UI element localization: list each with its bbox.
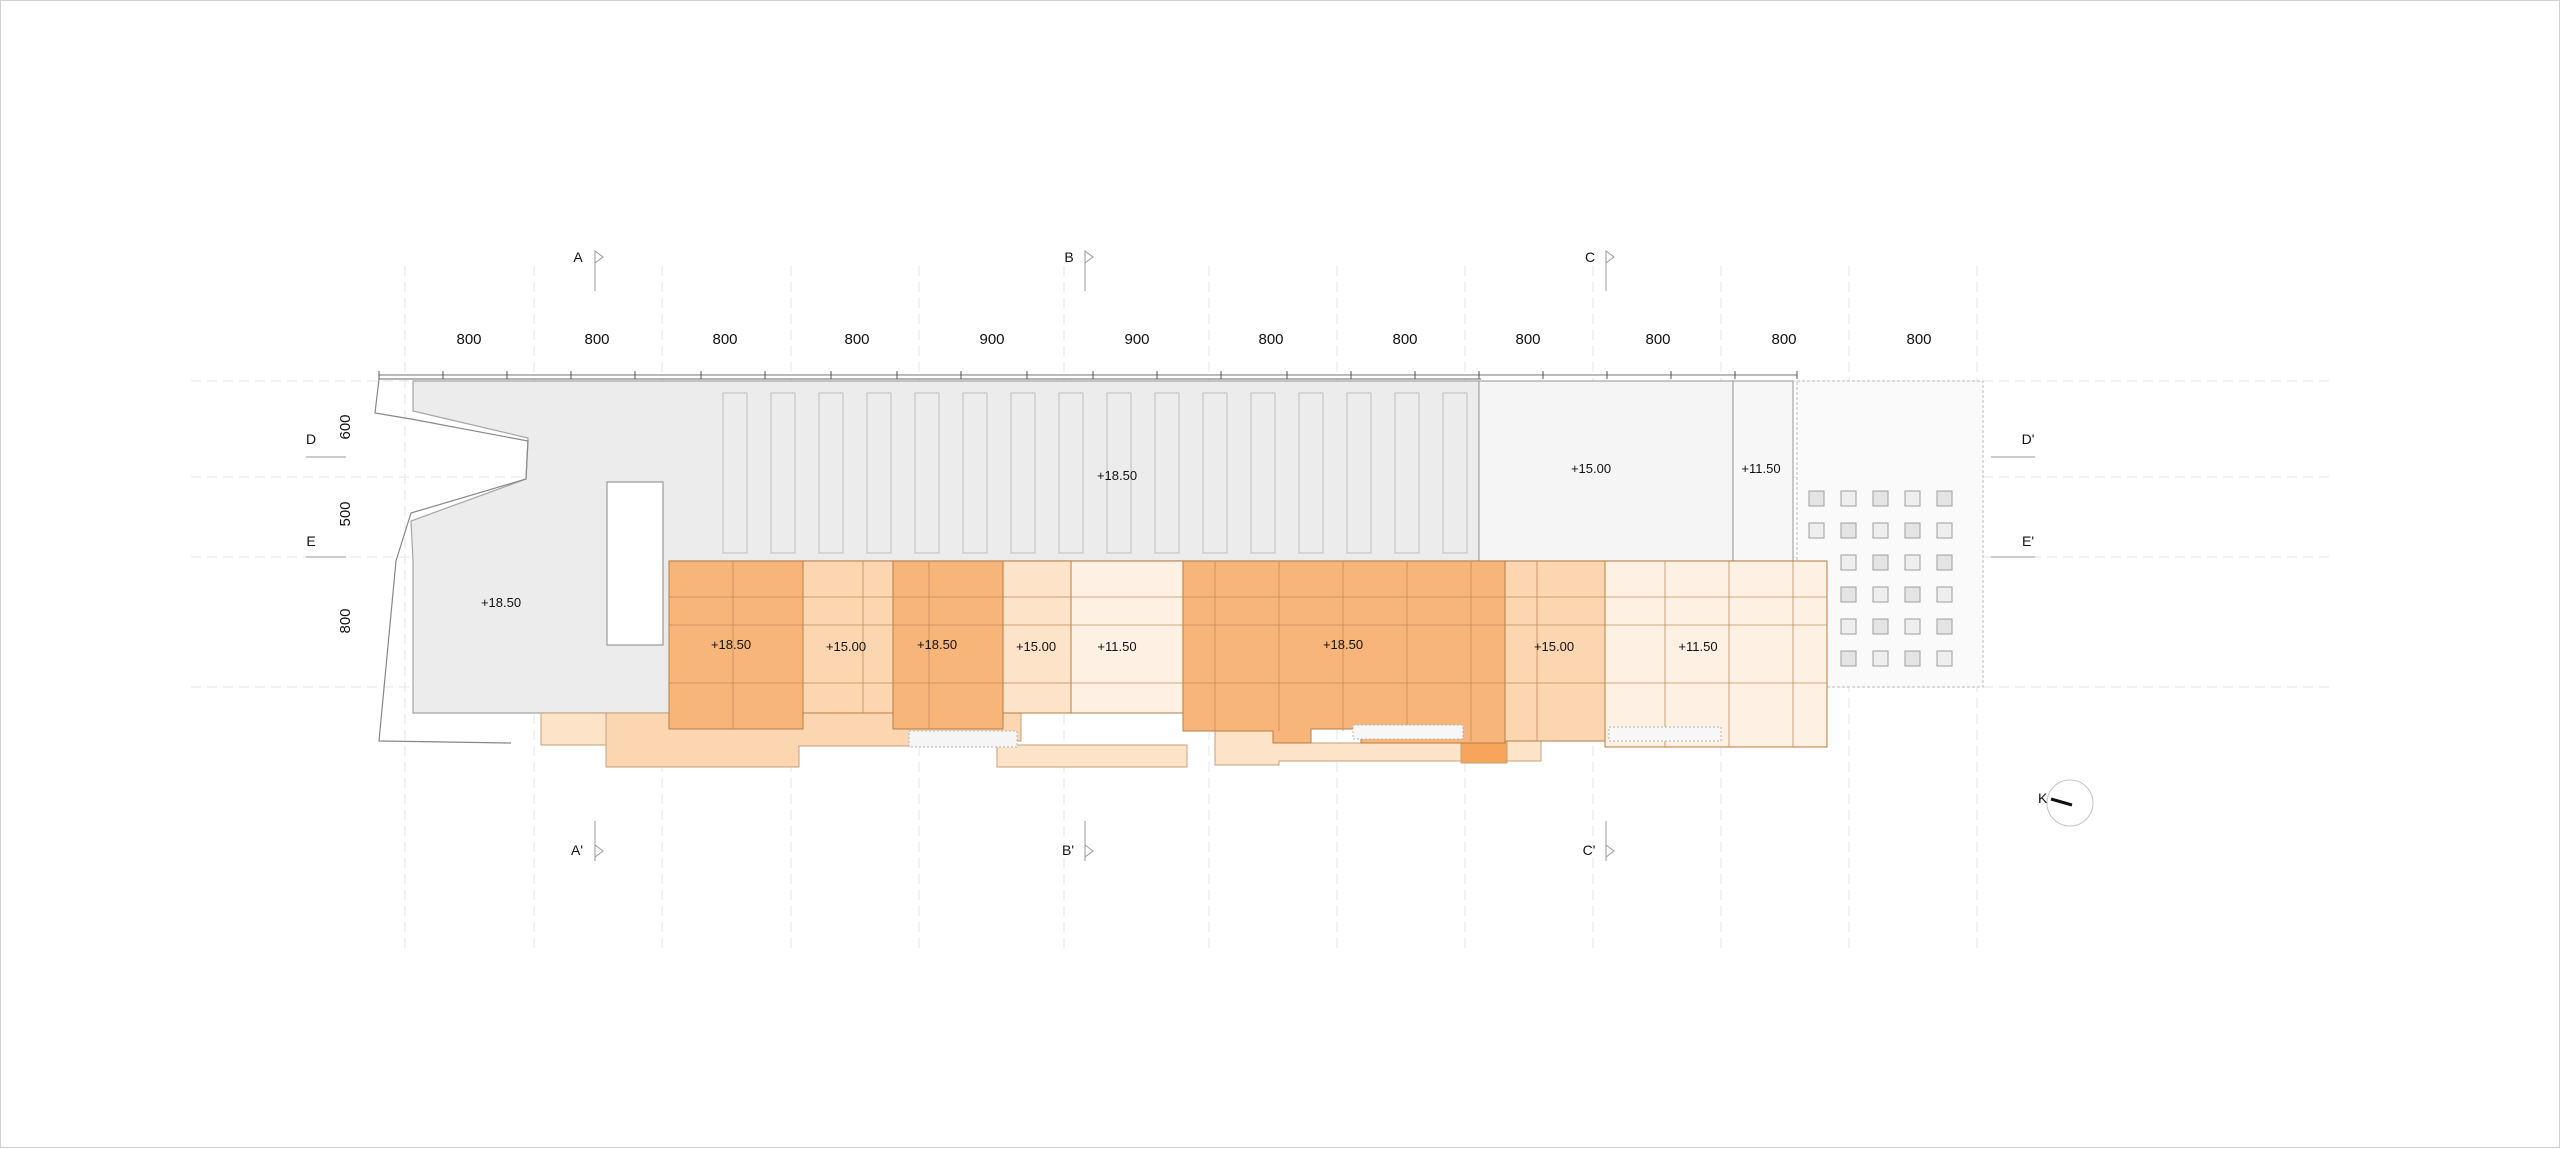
elevation-label: +15.00 — [826, 639, 866, 654]
elevation-label: +15.00 — [1571, 461, 1611, 476]
facade-outline — [374, 378, 529, 744]
volume-1 — [668, 560, 804, 730]
terrace-planters — [1808, 490, 1953, 667]
dimension-label: 500 — [337, 501, 354, 526]
dimension-labels: 800 800 800 800 900 900 800 800 800 800 … — [456, 331, 1931, 348]
orange-volumes — [668, 560, 1828, 748]
dimension-label: 800 — [337, 608, 354, 633]
elevation-label: +18.50 — [917, 637, 957, 652]
roof-ribs — [722, 392, 1468, 554]
elevation-label: +18.50 — [481, 595, 521, 610]
elevation-label: +15.00 — [1534, 639, 1574, 654]
dimension-label: 800 — [1515, 331, 1540, 348]
section-markers — [306, 250, 2035, 861]
section-marker-d-prime: D' — [2022, 431, 2035, 447]
section-marker-c-prime: C' — [1583, 842, 1596, 858]
dimension-label: 900 — [1124, 331, 1149, 348]
dimension-label: 800 — [844, 331, 869, 348]
dimension-label: 800 — [1906, 331, 1931, 348]
elevation-label: +11.50 — [1097, 639, 1136, 654]
section-marker-e-prime: E' — [2022, 533, 2034, 549]
volume-8 — [1604, 560, 1828, 748]
dimension-label: 600 — [337, 414, 354, 439]
dimension-label: 900 — [979, 331, 1004, 348]
elevation-labels: +18.50 +18.50 +15.00 +11.50 +18.50 +15.0… — [481, 461, 1781, 654]
section-marker-c: C — [1585, 249, 1595, 265]
section-marker-a: A — [573, 249, 583, 265]
dimension-label: 800 — [456, 331, 481, 348]
roof-upper-right — [1478, 380, 1734, 562]
dimension-label: 800 — [584, 331, 609, 348]
elevation-label: +11.50 — [1678, 639, 1717, 654]
dimension-label: 800 — [1645, 331, 1670, 348]
elevation-label: +18.50 — [1323, 637, 1363, 652]
section-marker-d: D — [306, 431, 316, 447]
elevation-label: +18.50 — [711, 637, 751, 652]
dimension-label: 800 — [1392, 331, 1417, 348]
elevation-label: +11.50 — [1741, 461, 1780, 476]
volume-6 — [1182, 560, 1506, 744]
north-label: K — [2038, 790, 2048, 806]
volume-3 — [892, 560, 1004, 730]
elevation-label: +18.50 — [1097, 468, 1137, 483]
structural-lines — [669, 561, 1827, 747]
dimension-label: 800 — [1771, 331, 1796, 348]
elevation-label: +15.00 — [1016, 639, 1056, 654]
volume-4 — [1002, 560, 1072, 714]
section-marker-e: E — [306, 533, 315, 549]
balconies — [908, 724, 1722, 748]
section-marker-b: B — [1064, 249, 1073, 265]
dimension-label: 800 — [1258, 331, 1283, 348]
volume-2 — [802, 560, 894, 714]
courtyard-void — [606, 481, 664, 646]
volume-5 — [1070, 560, 1184, 714]
north-arrow-icon: K — [2038, 779, 2094, 827]
roof-upper-far-right — [1732, 380, 1794, 562]
dimension-label: 800 — [712, 331, 737, 348]
dimension-ticks — [378, 371, 1798, 379]
section-marker-b-prime: B' — [1062, 842, 1074, 858]
section-labels: A B C A' B' C' D E D' E' — [306, 249, 2034, 858]
volume-7 — [1504, 560, 1606, 742]
vertical-dimensions: 600 500 800 — [337, 414, 354, 633]
section-marker-a-prime: A' — [571, 842, 583, 858]
